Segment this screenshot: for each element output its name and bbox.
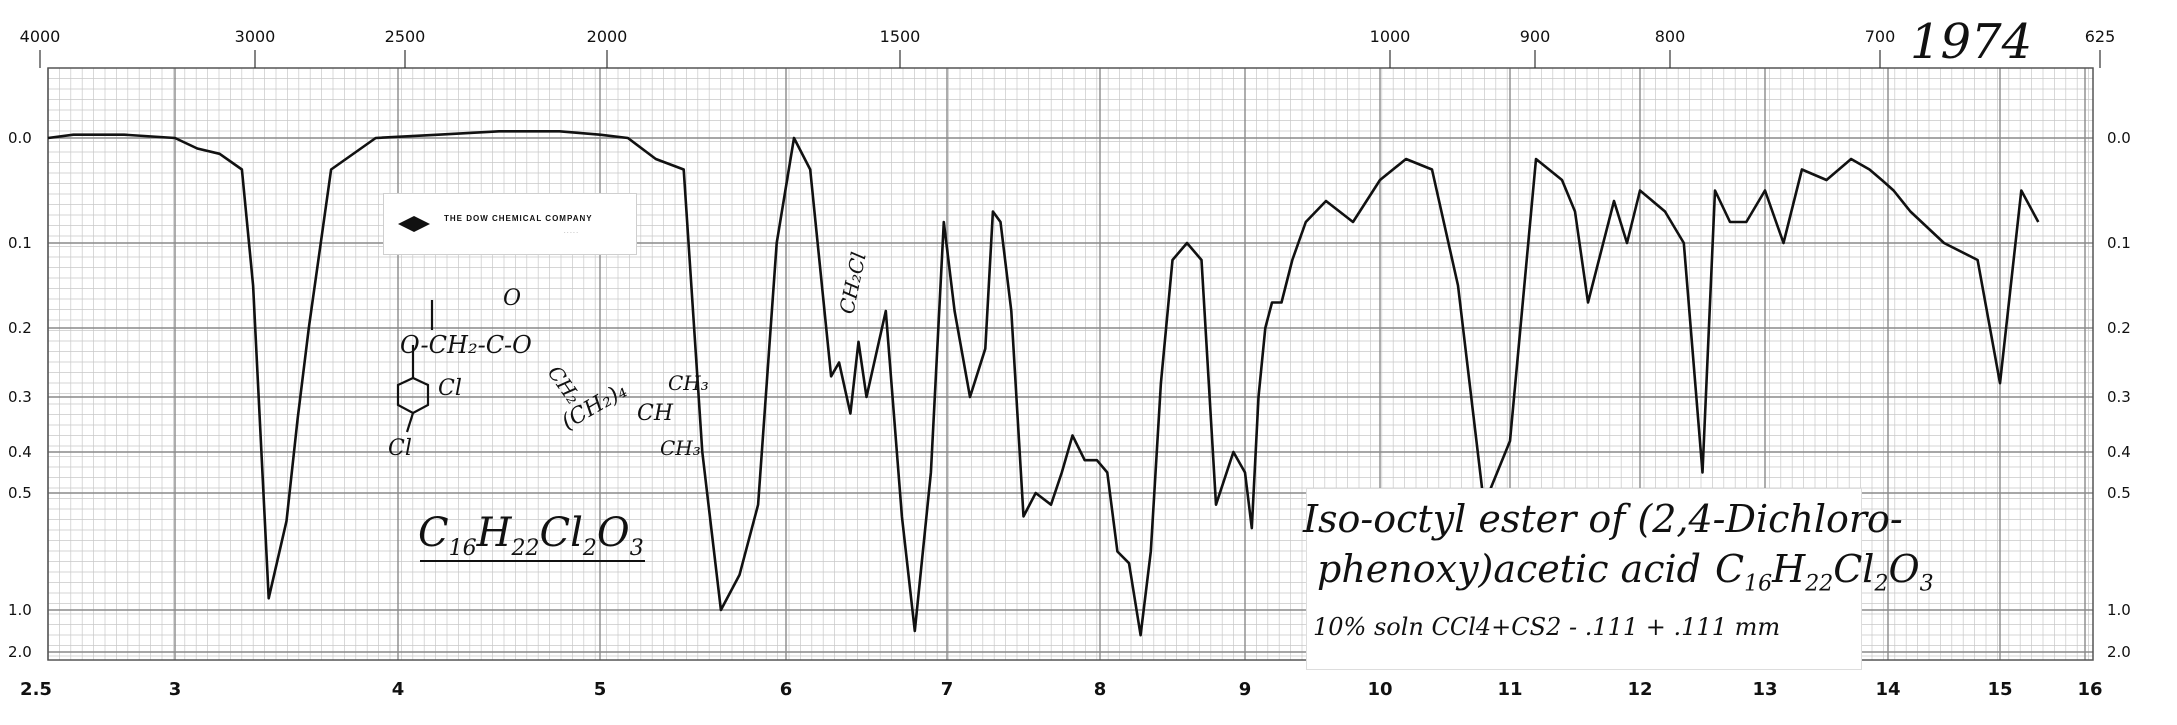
- top-axis-wavenumber-ticks: 4000 3000 2500 2000 1500 1000 900 800 700 625: [20, 27, 2116, 68]
- absorbance-tick-right: 0.0: [2107, 129, 2131, 147]
- bottom-tick-label: 15: [1987, 679, 2012, 700]
- sample-formula: C16H22Cl2O3: [1715, 547, 1934, 597]
- absorbance-tick-left: 0.5: [8, 484, 32, 502]
- bottom-tick-label: 5: [594, 679, 607, 700]
- absorbance-tick-left: 0.2: [8, 319, 32, 337]
- spectrum-trace: [47, 130, 2040, 637]
- sample-label: Iso-octyl ester of (2,4-Dichloro- phenox…: [1303, 488, 1934, 670]
- bottom-tick-label: 6: [780, 679, 793, 700]
- company-name: THE DOW CHEMICAL COMPANY: [444, 214, 593, 223]
- svg-text:CH₃: CH₃: [668, 371, 709, 395]
- absorbance-tick-left: 0.3: [8, 388, 32, 406]
- svg-text:O: O: [503, 286, 521, 311]
- top-tick-label: 625: [2085, 27, 2116, 46]
- svg-text:CH₃: CH₃: [660, 436, 701, 460]
- bottom-tick-label: 3: [169, 679, 182, 700]
- top-tick-label: 4000: [20, 27, 61, 46]
- absorbance-tick-right: 0.3: [2107, 388, 2131, 406]
- bottom-tick-label: 2.5: [20, 679, 52, 700]
- absorbance-axis-ticks: 0.0 0.0 0.1 0.1 0.2 0.2 0.3 0.3 0.4 0.4 0.5 0.5 1.0 1…: [8, 129, 2131, 661]
- bottom-tick-label: 9: [1239, 679, 1252, 700]
- top-tick-label: 900: [1520, 27, 1551, 46]
- absorbance-tick-left: 2.0: [8, 643, 32, 661]
- company-stamp: THE DOW CHEMICAL COMPANY · · · · ·: [383, 193, 637, 255]
- bottom-tick-label: 4: [392, 679, 405, 700]
- svg-text:Cl: Cl: [388, 436, 412, 461]
- measurement-conditions: 10% soln CCl4+CS2 - .111 + .111 mm: [1313, 613, 1781, 641]
- top-tick-label: 800: [1655, 27, 1686, 46]
- absorbance-tick-left: 0.0: [8, 129, 32, 147]
- bottom-tick-label: 13: [1752, 679, 1777, 700]
- bottom-axis-wavelength-ticks: 2.5 3 4 5 6 7 8 9 10 11 12 13 14 15 16: [20, 679, 2102, 700]
- bottom-tick-label: 14: [1875, 679, 1900, 700]
- dow-diamond-logo-icon: [398, 216, 430, 232]
- sample-name-line2: phenoxy)acetic acid: [1317, 547, 1701, 591]
- plot-frame: [47, 67, 2094, 661]
- handwritten-formula-underline: [420, 560, 645, 562]
- absorbance-tick-right: 2.0: [2107, 643, 2131, 661]
- svg-text:CH₂Cl: CH₂Cl: [834, 250, 870, 316]
- absorbance-tick-left: 0.1: [8, 234, 32, 252]
- top-tick-label: 2000: [587, 27, 628, 46]
- top-tick-label: 3000: [235, 27, 276, 46]
- bottom-tick-label: 12: [1627, 679, 1652, 700]
- top-tick-label: 1000: [1370, 27, 1411, 46]
- top-tick-label: 2500: [385, 27, 426, 46]
- bottom-tick-label: 8: [1094, 679, 1107, 700]
- absorbance-tick-right: 0.2: [2107, 319, 2131, 337]
- svg-text:O-CH₂-C-O: O-CH₂-C-O: [400, 331, 532, 359]
- bottom-tick-label: 11: [1497, 679, 1522, 700]
- top-tick-label: 700: [1865, 27, 1896, 46]
- bottom-tick-label: 10: [1367, 679, 1392, 700]
- handwritten-formula: C16H22Cl2O3: [418, 510, 644, 561]
- company-stamp-subtext: · · · · ·: [564, 230, 578, 236]
- top-tick-label: 1500: [880, 27, 921, 46]
- year-label: 1974: [1910, 14, 2033, 70]
- absorbance-tick-right: 0.1: [2107, 234, 2131, 252]
- svg-text:CH: CH: [637, 401, 674, 426]
- absorbance-tick-right: 1.0: [2107, 601, 2131, 619]
- bottom-tick-label: 7: [941, 679, 954, 700]
- absorbance-tick-left: 1.0: [8, 601, 32, 619]
- sample-name-line1: Iso-octyl ester of (2,4-Dichloro-: [1303, 497, 1903, 541]
- absorbance-tick-right: 0.5: [2107, 484, 2131, 502]
- bottom-tick-label: 16: [2077, 679, 2102, 700]
- svg-text:Cl: Cl: [438, 376, 462, 401]
- absorbance-tick-right: 0.4: [2107, 443, 2131, 461]
- absorbance-tick-left: 0.4: [8, 443, 32, 461]
